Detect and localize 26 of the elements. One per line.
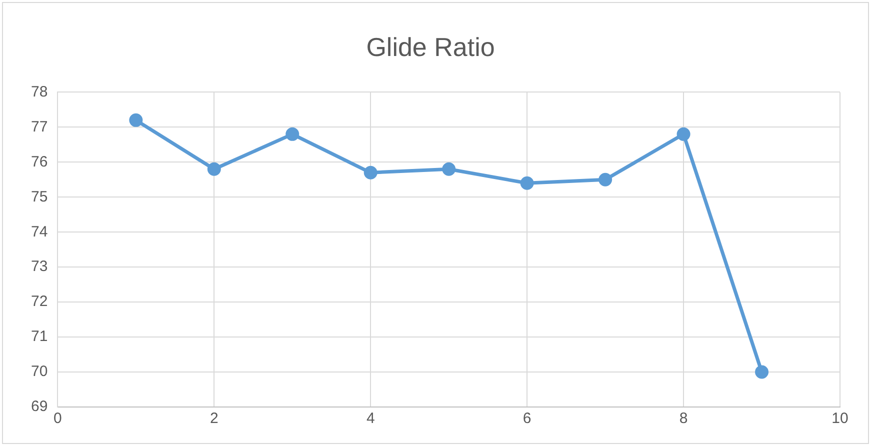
y-tick-label: 69 — [30, 398, 48, 416]
point — [286, 127, 300, 141]
y-tick-label: 77 — [30, 118, 48, 136]
point — [364, 166, 378, 180]
y-tick-label: 72 — [30, 293, 48, 310]
y-tick-label: 75 — [30, 188, 48, 206]
x-tick-label: 2 — [210, 410, 218, 428]
point — [598, 172, 612, 186]
x-tick-label: 10 — [832, 410, 848, 428]
y-tick-label: 73 — [30, 258, 48, 276]
chart-title: Glide Ratio — [366, 32, 495, 62]
point — [442, 162, 456, 176]
y-tick-label: 76 — [30, 153, 48, 170]
point — [676, 127, 690, 141]
y-tick-label: 74 — [30, 223, 48, 240]
x-tick-label: 4 — [366, 410, 375, 428]
y-tick-label: 70 — [30, 363, 48, 380]
x-tick-label: 8 — [679, 410, 688, 428]
point — [129, 113, 143, 127]
point — [207, 162, 221, 176]
point — [755, 365, 769, 379]
point — [520, 176, 534, 190]
x-tick-label: 0 — [54, 410, 62, 428]
y-tick-label: 78 — [30, 83, 48, 100]
y-tick-label: 71 — [30, 328, 48, 346]
x-tick-label: 6 — [522, 410, 532, 428]
